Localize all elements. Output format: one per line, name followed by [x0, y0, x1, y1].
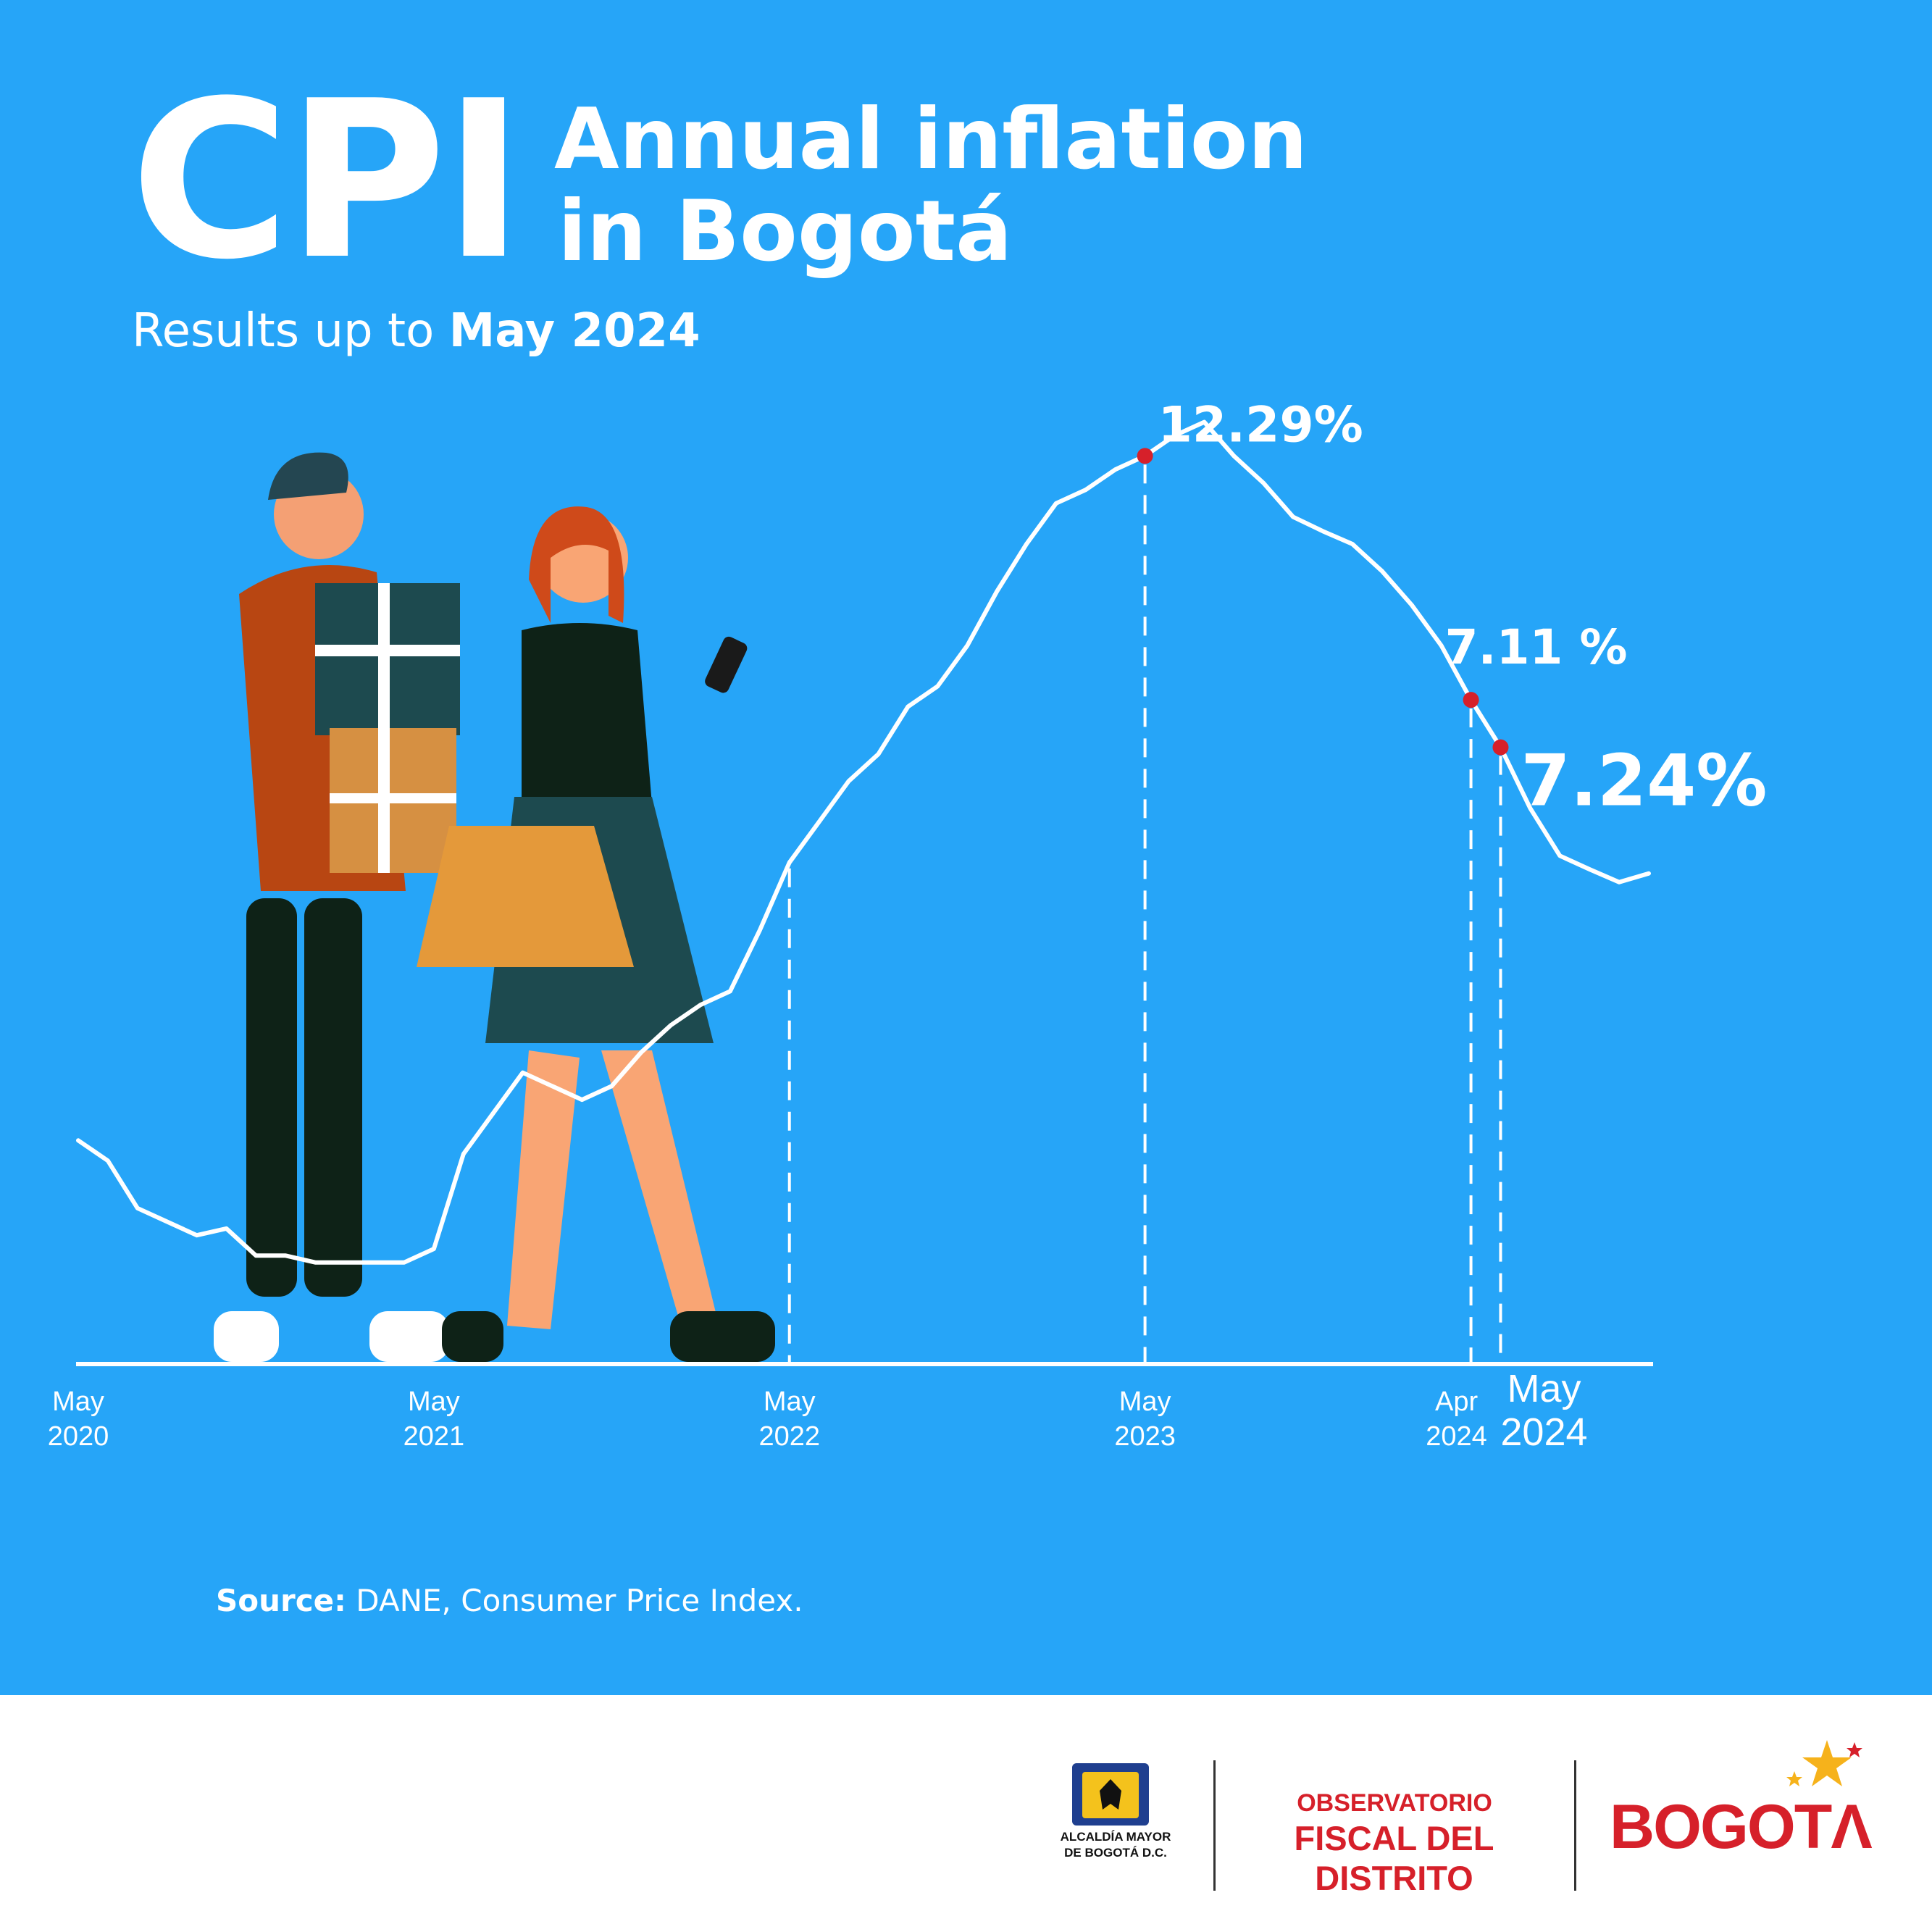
tick-label-year: 2023 [1114, 1421, 1176, 1452]
data-label: 7.11 % [1445, 619, 1628, 675]
shoppers-illustration [214, 452, 775, 1362]
tick-label-year: 2024 [1426, 1421, 1487, 1452]
source-text: DANE, Consumer Price Index. [346, 1583, 803, 1618]
tick-label-month: May [764, 1387, 816, 1417]
source-note: Source: DANE, Consumer Price Index. [216, 1583, 803, 1618]
coat-of-arms-icon [1072, 1763, 1149, 1826]
data-marker [1463, 692, 1479, 708]
subtitle-date: May 2024 [448, 304, 701, 358]
subtitle: Results up to May 2024 [132, 308, 701, 354]
source-label: Source: [216, 1583, 346, 1618]
alcaldia-line-2: DE BOGOTÁ D.C. [1064, 1846, 1167, 1860]
data-marker [1492, 739, 1509, 756]
data-marker [1137, 448, 1153, 464]
man-illustration [214, 452, 460, 1362]
data-markers [1137, 448, 1509, 756]
inflation-chart: 12.29% 7.11 % 7.24% May 2020 May 2021 May 2022 M… [48, 396, 1768, 1454]
logo-divider [1213, 1760, 1216, 1891]
x-tick-labels: May2020May2021May2022May2023Apr2024May20… [48, 1367, 1588, 1454]
tick-label-month: May [408, 1387, 460, 1417]
tick-label-year: 2021 [403, 1421, 465, 1452]
woman-illustration [417, 506, 775, 1362]
data-label: 7.24% [1521, 740, 1767, 823]
subtitle-prefix: Results up to [132, 304, 449, 358]
guide-lines [787, 464, 1502, 1364]
bogota-logo: BOGOTΛ [1610, 1792, 1873, 1862]
tick-label-year: 2020 [48, 1421, 109, 1452]
observatorio-line-2: FISCAL DEL DISTRITO [1294, 1819, 1494, 1897]
tick-label-month: Apr [1435, 1387, 1478, 1417]
title-line-2: in Bogotá [558, 183, 1013, 280]
footer-logos: ALCALDÍA MAYOR DE BOGOTÁ D.C. OBSERVATOR… [0, 1695, 1932, 1932]
tick-label-month: May [52, 1387, 104, 1417]
logo-divider [1574, 1760, 1576, 1891]
observatorio-line-1: OBSERVATORIO [1297, 1789, 1492, 1817]
inflation-series-line [76, 419, 1651, 1265]
data-labels: 12.29% 7.11 % 7.24% [1158, 396, 1768, 822]
tick-label-month: May [1507, 1367, 1581, 1410]
tick-label-year: 2024 [1500, 1410, 1587, 1454]
alcaldia-line-1: ALCALDÍA MAYOR [1060, 1830, 1171, 1844]
tick-label-year: 2022 [758, 1421, 820, 1452]
tick-label-month: May [1119, 1387, 1171, 1417]
cpi-heading: CPI [130, 54, 524, 307]
data-label: 12.29% [1158, 396, 1363, 453]
stars-icon [1786, 1740, 1862, 1786]
title-line-1: Annual inflation [554, 91, 1308, 188]
